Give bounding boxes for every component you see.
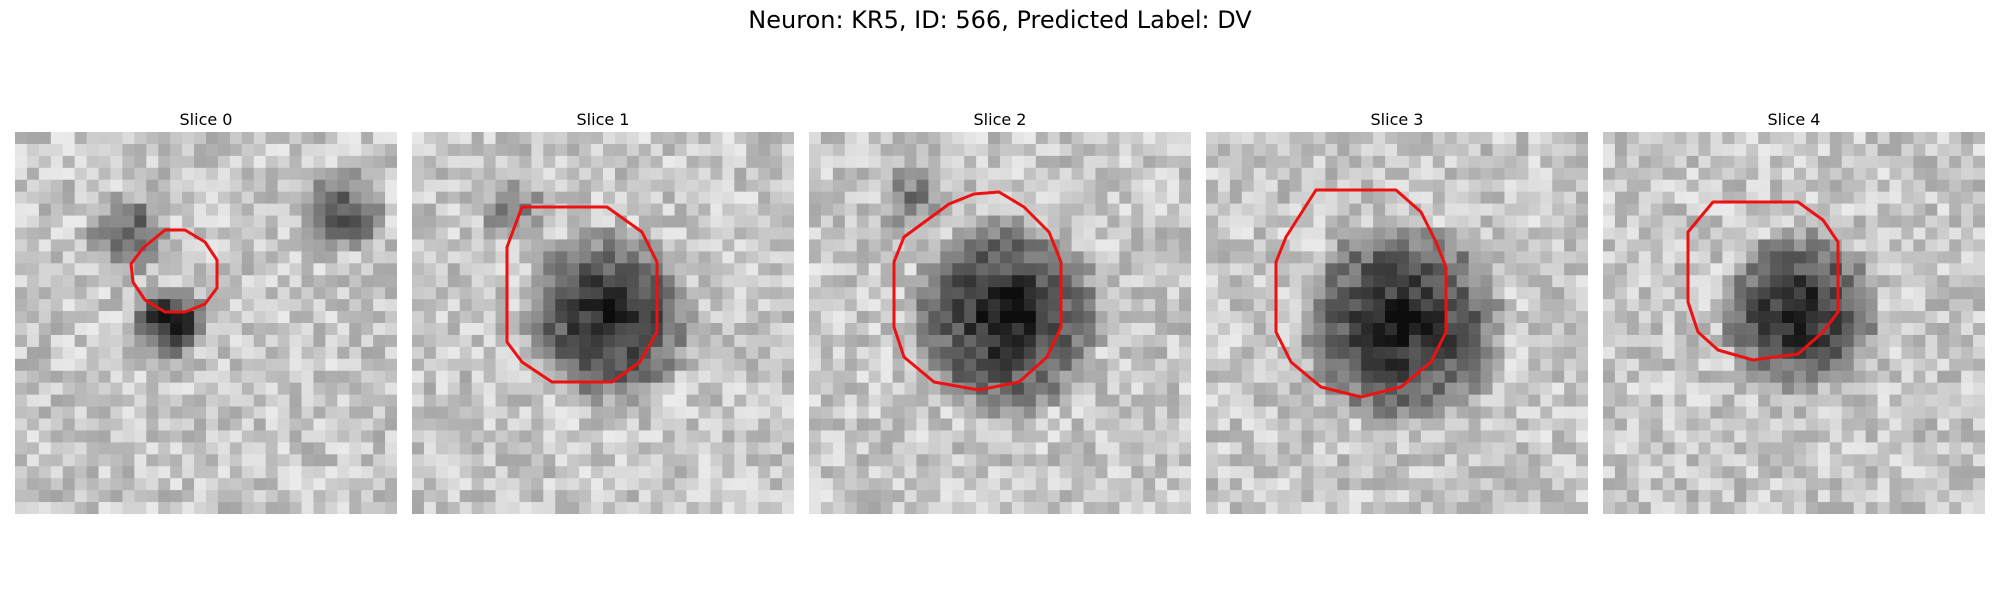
figure-title: Neuron: KR5, ID: 566, Predicted Label: D… (748, 6, 1252, 34)
slice-title-0: Slice 0 (179, 110, 233, 129)
slice-panel-2: Slice 2 (809, 108, 1191, 514)
slice-panel-1: Slice 1 (412, 108, 794, 514)
slice-image-4 (1603, 132, 1985, 514)
slice-image-1 (412, 132, 794, 514)
slice-panel-3: Slice 3 (1206, 108, 1588, 514)
slice-image-0 (15, 132, 397, 514)
slice-title-4: Slice 4 (1767, 110, 1821, 129)
segmentation-contour (505, 205, 659, 384)
slice-panel-4: Slice 4 (1603, 108, 1985, 514)
slice-panel-0: Slice 0 (15, 108, 397, 514)
slice-title-2: Slice 2 (973, 110, 1027, 129)
segmentation-contour (1686, 200, 1840, 362)
segmentation-contour (129, 228, 219, 314)
slice-title-1: Slice 1 (576, 110, 630, 129)
slice-image-3 (1206, 132, 1588, 514)
segmentation-contour (892, 190, 1063, 392)
segmentation-contour (1274, 188, 1448, 399)
slice-title-3: Slice 3 (1370, 110, 1424, 129)
slice-image-2 (809, 132, 1191, 514)
